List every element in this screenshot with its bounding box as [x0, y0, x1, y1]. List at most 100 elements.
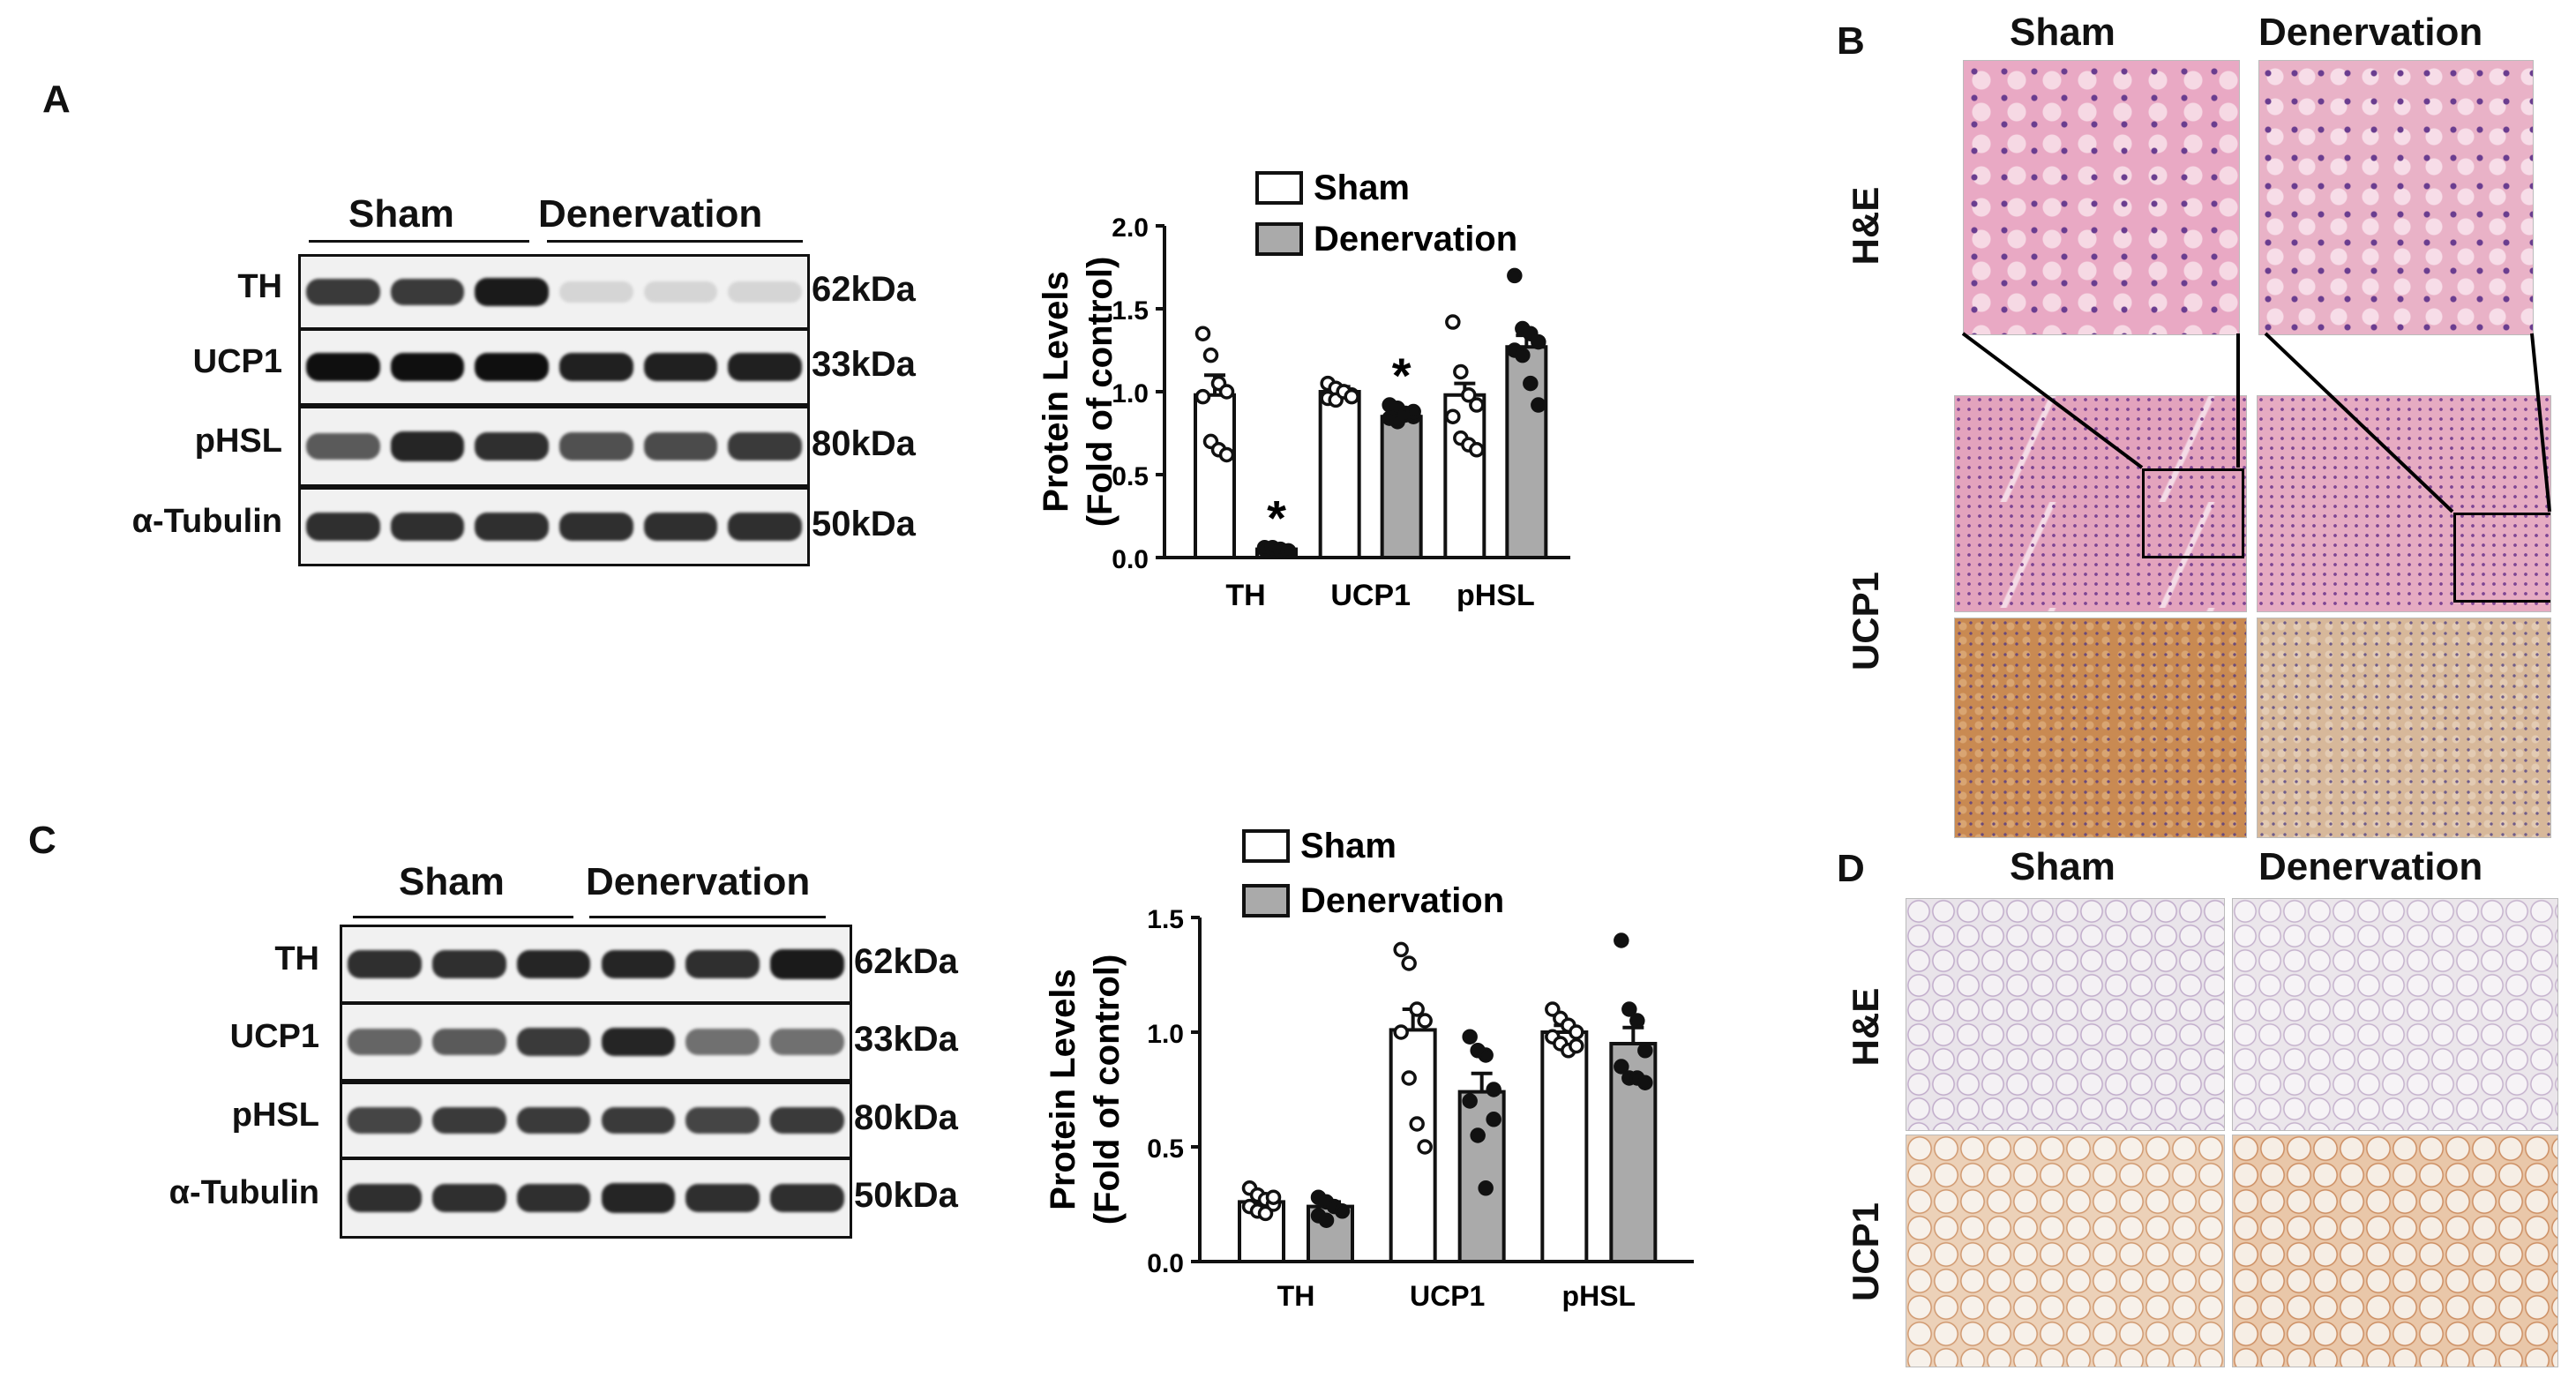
blot-a-band: [728, 431, 802, 461]
legend-swatch: [1255, 171, 1303, 205]
blot-a-band: [475, 352, 549, 382]
data-point: [1401, 955, 1417, 971]
chart-a: 0.0 0.5 1.0 1.5 2.0 Protein Levels (Fold of co…: [1037, 169, 1570, 612]
blot-a-row-label: pHSL: [194, 423, 282, 460]
data-point: [1637, 1075, 1653, 1090]
blot-a-kda-label: 50kDa: [812, 505, 916, 543]
blot-a-band: [306, 432, 380, 461]
data-point: [1461, 387, 1477, 403]
blot-a-group-denervation: Denervation: [538, 192, 763, 236]
data-point: [1202, 347, 1219, 363]
legend-label: Denervation: [1300, 881, 1504, 920]
data-point: [1486, 1112, 1501, 1127]
histo-d-he-denervation: [2232, 898, 2558, 1131]
data-point: [1462, 1029, 1478, 1045]
panel-label-c: C: [28, 819, 56, 862]
blot-a-row-label: TH: [237, 268, 282, 305]
blot-a-band: [390, 278, 465, 306]
blot-c-row-label: pHSL: [231, 1097, 319, 1134]
y-tick-label: 0.0: [1147, 1249, 1184, 1278]
histo-d-ucp1-sham: [1906, 1135, 2225, 1367]
blot-a-denervation-underline: [547, 240, 803, 243]
data-point: [1318, 1212, 1335, 1228]
blot-c-kda-label: 80kDa: [854, 1098, 958, 1137]
blot-c-band: [685, 1029, 760, 1055]
data-point: [1409, 1116, 1425, 1132]
blot-a-band: [559, 512, 633, 542]
data-point: [1478, 1180, 1494, 1196]
blot-a-band: [390, 512, 465, 542]
blot-c-band: [516, 1183, 591, 1213]
blot-a-band: [390, 352, 465, 382]
data-point: [1545, 1001, 1561, 1017]
blot-c-membrane: [340, 1082, 852, 1159]
histo-d-row-he: H&E: [1845, 987, 1886, 1067]
blot-c-band: [770, 949, 844, 979]
blot-a-row-label: α-Tubulin: [131, 503, 282, 540]
data-point: [1470, 1127, 1486, 1143]
histo-b-col-sham: Sham: [2010, 11, 2115, 54]
blot-a-band: [390, 431, 465, 461]
blot-a-band: [306, 512, 380, 542]
data-point: [1417, 1013, 1433, 1029]
y-tick-label: 1.5: [1147, 905, 1184, 934]
y-tick-label: 2.0: [1112, 213, 1149, 243]
histo-b-he-sham: [1954, 395, 2247, 612]
x-tick-label: UCP1: [1330, 579, 1411, 612]
data-point: [1621, 1001, 1637, 1017]
data-point: [1265, 1189, 1282, 1205]
y-axis-label: (Fold of control): [1088, 955, 1127, 1225]
x-tick-label: UCP1: [1410, 1280, 1485, 1312]
bar-denervation: [1380, 415, 1423, 560]
blot-c-band: [348, 1183, 422, 1213]
data-point: [1453, 363, 1469, 380]
data-point: [1569, 1037, 1584, 1054]
x-tick-label: TH: [1225, 579, 1265, 612]
histo-d-ucp1-denervation: [2232, 1135, 2558, 1367]
blot-a-row-label: UCP1: [192, 343, 282, 380]
blot-c-sham-underline: [353, 916, 573, 918]
histo-b-ucp1-sham: [1954, 618, 2247, 838]
blot-a-band: [475, 512, 549, 542]
blot-a-band: [306, 352, 380, 382]
blot-c-band: [431, 949, 506, 979]
data-point: [1515, 347, 1531, 363]
blot-c-kda-label: 62kDa: [854, 942, 958, 981]
histo-b-ucp1-denervation: [2257, 618, 2551, 838]
y-axis-label: Protein Levels: [1044, 969, 1082, 1210]
blot-c-band: [431, 1183, 506, 1213]
histo-d-row-ucp1: UCP1: [1845, 1202, 1886, 1302]
histo-d-col-denervation: Denervation: [2258, 845, 2483, 888]
data-point: [1462, 1093, 1478, 1109]
blot-a-band: [559, 432, 633, 461]
blot-c-band: [348, 1029, 422, 1055]
blot-a-band: [643, 432, 718, 461]
blot-a-membrane: [298, 487, 810, 566]
blot-c-band: [431, 1106, 506, 1135]
bar-sham: [1194, 393, 1236, 560]
blot-c-band: [516, 949, 591, 979]
blot-c-group-sham: Sham: [399, 860, 505, 903]
blot-c-band: [685, 1106, 760, 1135]
x-tick-label: TH: [1277, 1280, 1315, 1312]
data-point: [1531, 333, 1546, 350]
blot-a-band: [475, 431, 549, 461]
data-point: [1417, 1139, 1433, 1155]
significance-mark: *: [1392, 348, 1412, 403]
y-tick-label: 1.0: [1112, 379, 1149, 408]
blot-c-denervation-underline: [589, 916, 826, 918]
histo-b-he-denervation: [2257, 395, 2551, 612]
data-point: [1469, 442, 1485, 458]
histo-b-row-ucp1: UCP1: [1845, 571, 1886, 671]
blot-c-band: [770, 1183, 844, 1213]
blot-a-band: [306, 278, 380, 306]
histo-b-zoom-lines: [1961, 332, 2551, 513]
histo-b-row-he: H&E: [1845, 186, 1886, 266]
data-point: [1194, 326, 1211, 341]
data-point: [1409, 1001, 1425, 1017]
blot-a-sham-underline: [309, 240, 529, 243]
blot-a-band: [728, 352, 802, 381]
blot-a-membrane: [298, 328, 810, 406]
bar-sham: [1540, 1030, 1589, 1263]
blot-c-band: [685, 1183, 760, 1213]
